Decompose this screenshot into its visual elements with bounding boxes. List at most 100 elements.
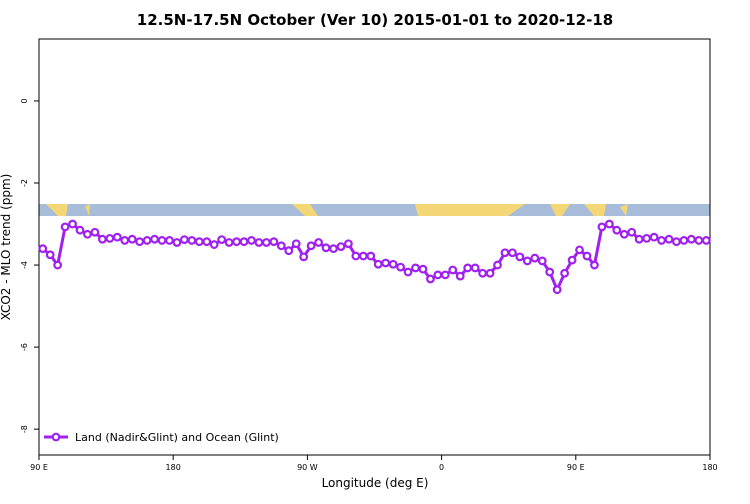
data-point — [701, 236, 711, 245]
data-point — [276, 241, 286, 251]
data-point — [68, 219, 77, 229]
data-point — [321, 243, 331, 253]
data-point — [351, 251, 361, 261]
data-point — [642, 233, 652, 243]
x-axis-label: Longitude (deg E) — [322, 476, 429, 490]
data-point — [455, 271, 465, 281]
ocean-band — [39, 204, 710, 216]
data-point — [60, 222, 70, 232]
x-tick-label: 0 — [439, 463, 444, 472]
legend-marker — [51, 432, 61, 442]
data-point — [403, 267, 413, 277]
data-point — [83, 229, 92, 239]
y-tick-label: -6 — [20, 343, 29, 351]
data-point — [560, 268, 570, 278]
data-point — [500, 248, 510, 258]
data-point — [694, 236, 704, 245]
data-point — [38, 244, 48, 254]
data-point — [336, 242, 346, 251]
data-point — [105, 233, 115, 243]
data-point — [485, 268, 495, 278]
data-point — [686, 234, 696, 244]
data-point — [411, 263, 420, 273]
data-point — [53, 260, 63, 270]
y-tick-label: -8 — [20, 425, 29, 433]
data-point — [470, 263, 480, 273]
x-tick-label: 90 W — [297, 463, 318, 472]
data-point — [426, 274, 435, 284]
data-point — [522, 256, 532, 266]
data-point — [209, 240, 219, 249]
data-point — [478, 268, 488, 278]
x-tick-label: 180 — [166, 463, 181, 472]
data-point — [597, 222, 607, 232]
data-point — [373, 259, 383, 269]
data-point — [90, 227, 100, 237]
data-point — [284, 246, 294, 256]
chart-title: 12.5N-17.5N October (Ver 10) 2015-01-01 … — [137, 11, 613, 29]
data-point — [358, 251, 368, 261]
data-point — [187, 236, 197, 245]
data-point — [515, 252, 525, 262]
data-point — [582, 251, 592, 261]
data-point — [75, 225, 85, 235]
y-tick-label: -2 — [20, 179, 29, 187]
data-point — [291, 239, 301, 249]
data-point — [194, 237, 204, 247]
data-point — [254, 238, 264, 247]
x-tick-label: 180 — [702, 463, 717, 472]
data-point — [567, 255, 577, 265]
data-point — [612, 225, 622, 235]
data-point — [545, 267, 555, 277]
data-point — [120, 236, 130, 245]
data-point — [396, 262, 405, 272]
data-point — [329, 244, 338, 254]
data-point — [202, 237, 212, 247]
legend-label: Land (Nadir&Glint) and Ocean (Glint) — [75, 431, 279, 444]
data-point — [239, 237, 249, 247]
data-point — [552, 285, 562, 295]
y-tick-label: -4 — [20, 261, 29, 269]
data-point — [463, 263, 473, 273]
data-point — [388, 259, 398, 269]
data-point — [604, 219, 614, 229]
land-band — [46, 204, 628, 216]
data-point — [135, 237, 145, 247]
data-point — [537, 256, 547, 266]
data-point — [679, 236, 689, 245]
data-point — [247, 236, 256, 245]
data-point — [508, 248, 517, 258]
map-band — [39, 204, 710, 216]
data-point — [344, 239, 353, 249]
data-point — [269, 237, 279, 247]
data-point — [45, 250, 55, 260]
data-point — [664, 234, 674, 244]
data-point — [440, 270, 450, 280]
data-point — [493, 260, 502, 270]
data-point — [299, 252, 309, 262]
x-tick-label: 90 E — [567, 463, 585, 472]
data-point — [314, 238, 323, 247]
data-point — [634, 234, 644, 244]
data-point — [433, 270, 443, 280]
data-point — [590, 260, 599, 270]
data-point — [448, 265, 458, 275]
data-point — [142, 236, 152, 245]
data-point — [381, 258, 391, 268]
data-point — [672, 237, 681, 247]
data-point — [418, 264, 428, 274]
x-tick-label: 90 E — [30, 463, 48, 472]
data-point — [157, 236, 167, 245]
data-point — [619, 229, 629, 239]
data-point — [261, 238, 271, 247]
data-point — [627, 227, 637, 237]
data-point — [657, 236, 666, 245]
y-tick-label: 0 — [20, 98, 29, 103]
data-point — [649, 232, 659, 242]
data-point — [217, 235, 227, 245]
data-point — [179, 235, 189, 245]
y-axis-label: XCO2 - MLO trend (ppm) — [0, 174, 13, 321]
data-point — [97, 234, 107, 244]
